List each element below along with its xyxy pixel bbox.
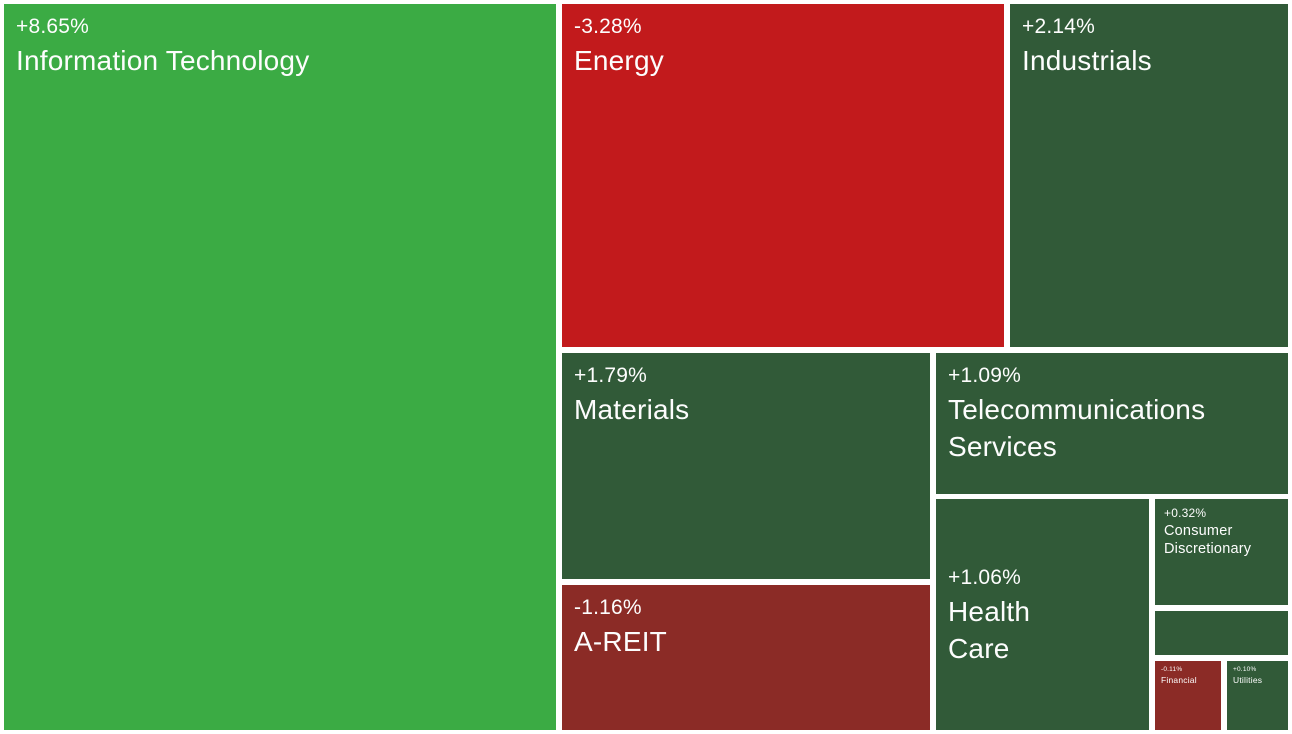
tile-change-label: -1.16% xyxy=(574,596,642,619)
tile-sector-name: Information Technology xyxy=(16,45,310,76)
tile-sector-name: Health Care xyxy=(948,595,1031,664)
tile-information-technology[interactable]: +8.65% Information Technology xyxy=(4,4,556,730)
tile-unlabeled-sector[interactable] xyxy=(1155,611,1288,655)
tile-financial[interactable]: -0.11% Financial xyxy=(1155,661,1221,730)
tile-change-label: +0.32% xyxy=(1164,506,1207,520)
tile-sector-name: Telecommunications Services xyxy=(948,394,1206,462)
tile-change-label: +2.14% xyxy=(1022,15,1096,38)
tile-change-label: +0.10% xyxy=(1233,666,1257,673)
tile-sector-name: Materials xyxy=(574,394,690,425)
tile-change-label: +1.79% xyxy=(574,364,648,387)
tile-industrials[interactable]: +2.14% Industrials xyxy=(1010,4,1288,347)
tile-sector-name: A-REIT xyxy=(574,626,667,657)
tile-change-label: +8.65% xyxy=(16,15,90,38)
tile-change-label: -0.11% xyxy=(1161,666,1183,673)
tile-change-label: -3.28% xyxy=(574,15,642,38)
tile-telecommunications-services[interactable]: +1.09% Telecommunications Services xyxy=(936,353,1288,494)
tile-sector-name: Financial xyxy=(1161,675,1197,685)
tile-sector-name: Energy xyxy=(574,45,664,76)
tile-sector-name: Consumer Discretionary xyxy=(1164,523,1252,557)
tile-change-label: +1.09% xyxy=(948,364,1022,387)
tile-sector-name: Industrials xyxy=(1022,45,1152,76)
tile-consumer-discretionary[interactable]: +0.32% Consumer Discretionary xyxy=(1155,499,1288,605)
tile-sector-name: Utilities xyxy=(1233,675,1263,685)
tile-a-reit[interactable]: -1.16% A-REIT xyxy=(562,585,930,730)
tile-change-label: +1.06% xyxy=(948,565,1022,589)
tile-utilities[interactable]: +0.10% Utilities xyxy=(1227,661,1288,730)
tile-health-care[interactable]: +1.06% Health Care xyxy=(936,499,1149,730)
tile-energy[interactable]: -3.28% Energy xyxy=(562,4,1004,347)
tile-materials[interactable]: +1.79% Materials xyxy=(562,353,930,579)
